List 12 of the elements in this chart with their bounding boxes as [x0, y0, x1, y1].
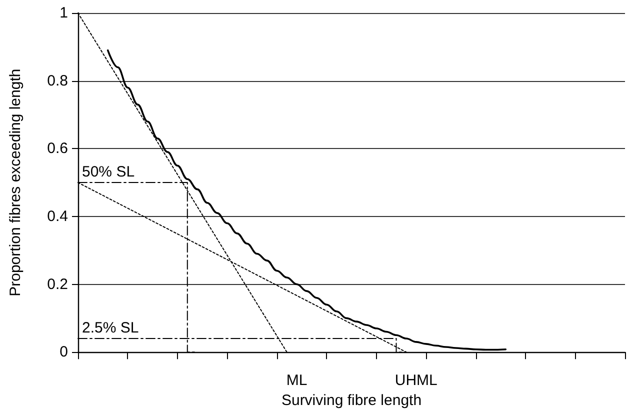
y-tick-label: 0.8 — [47, 72, 68, 90]
x-tick-label: UHML — [394, 372, 438, 390]
series-label: 50% SL — [82, 164, 135, 181]
y-axis-title: Proportion fibres exceeding length — [7, 68, 24, 296]
y-tick-label: 0.4 — [47, 208, 68, 225]
series-label: 2.5% SL — [82, 320, 139, 337]
y-tick-label: 0 — [60, 344, 68, 361]
y-tick-label: 0.6 — [47, 140, 68, 158]
x-tick-label: ML — [286, 372, 308, 390]
x-axis-title: Surviving fibre length — [281, 392, 422, 409]
y-tick-label: 1 — [60, 4, 68, 22]
y-tick-label: 0.2 — [47, 276, 68, 293]
